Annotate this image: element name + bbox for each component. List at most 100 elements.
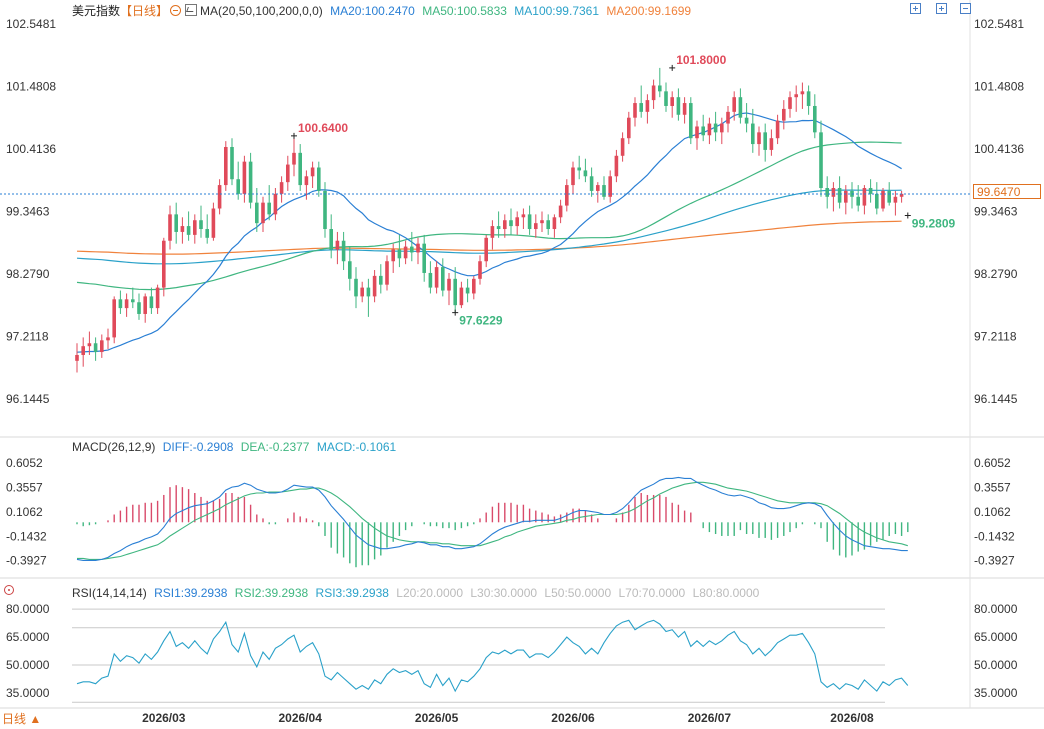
rsi-y-tick-left: 65.0000 [6, 630, 50, 644]
candle-body [757, 132, 761, 145]
candle-body [881, 190, 885, 209]
macd-header: MACD(26,12,9) DIFF:-0.2908 DEA:-0.2377 M… [72, 439, 400, 455]
candle-body [639, 103, 643, 112]
expand-icon[interactable] [910, 3, 921, 14]
annotation-label: 99.2809 [912, 216, 956, 230]
macd-params: MACD(26,12,9) [72, 440, 156, 454]
candle-body [676, 97, 681, 115]
candle-body [552, 217, 557, 230]
ma100-line [76, 189, 902, 265]
candle-body [87, 343, 92, 347]
indicator-icon[interactable] [185, 4, 198, 16]
candle-body [267, 202, 271, 215]
zoom-out-icon[interactable] [960, 3, 971, 14]
x-tick-label: 2026/06 [551, 711, 595, 725]
candle-body [106, 337, 110, 341]
candle-body [744, 117, 749, 124]
candle-body [335, 240, 340, 250]
y-tick-right: 99.3463 [974, 205, 1018, 219]
candle-body [81, 346, 85, 355]
candle-body [155, 287, 160, 309]
candle-body [589, 176, 594, 191]
candle-body [447, 278, 451, 291]
candle-body [571, 167, 575, 186]
annotation-label: 97.6229 [459, 314, 503, 328]
settings-icon[interactable] [4, 585, 14, 595]
candle-body [478, 261, 482, 279]
candle-body [558, 205, 563, 218]
l80-value: L80:80.0000 [692, 586, 760, 600]
candle-body [844, 190, 848, 203]
rsi-y-tick-left: 80.0000 [6, 602, 50, 616]
rsi2-value: RSI2:39.2938 [234, 586, 309, 600]
y-tick-left: 101.4808 [6, 80, 56, 94]
macd-y-tick-left: -0.1432 [6, 529, 47, 543]
candle-body [224, 146, 228, 186]
rsi-y-tick-right: 80.0000 [974, 602, 1018, 616]
candle-body [273, 193, 278, 215]
diff-value: DIFF:-0.2908 [162, 440, 234, 454]
candle-body [794, 94, 798, 98]
candle-body [143, 296, 147, 314]
y-tick-left: 100.4136 [6, 142, 56, 156]
candle-body [341, 240, 346, 262]
candle-body [323, 190, 327, 230]
candle-body [379, 275, 383, 285]
dea-value: DEA:-0.2377 [240, 440, 310, 454]
candle-body [100, 340, 104, 353]
rsi-y-tick-right: 50.0000 [974, 658, 1018, 672]
candle-body [403, 246, 408, 259]
macd-y-tick-right: 0.6052 [974, 456, 1011, 470]
candle-body [875, 193, 879, 209]
zoom-in-icon[interactable] [936, 3, 947, 14]
candle-body [459, 287, 464, 306]
candle-body [788, 97, 792, 109]
y-tick-left: 102.5481 [6, 17, 56, 31]
candle-body [465, 287, 470, 294]
candle-body [441, 267, 445, 291]
candle-body [670, 97, 674, 106]
candle-body [416, 243, 420, 253]
candle-body [329, 229, 333, 250]
candle-body [149, 296, 154, 309]
candle-body [397, 249, 402, 259]
y-tick-left: 97.2118 [6, 330, 49, 344]
y-tick-right: 100.4136 [974, 142, 1024, 156]
candle-body [645, 100, 650, 112]
candle-body [596, 185, 600, 191]
candle-body [490, 226, 495, 238]
candle-body [540, 220, 544, 224]
candle-body [193, 220, 197, 235]
candle-body [775, 120, 780, 139]
candle-body [763, 132, 767, 150]
ma200-value: MA200:99.1699 [606, 4, 692, 18]
candle-body [602, 185, 606, 197]
candle-body [738, 97, 743, 118]
candle-body [137, 302, 141, 314]
candle-body [180, 226, 185, 232]
candle-body [496, 226, 501, 230]
candle-body [261, 202, 265, 224]
candle-body [354, 278, 358, 297]
lock-icon[interactable] [170, 5, 182, 16]
candle-body [732, 97, 736, 112]
candle-body [583, 170, 588, 177]
candle-body [428, 272, 433, 288]
candle-body [868, 188, 873, 194]
l70-value: L70:70.0000 [618, 586, 686, 600]
candle-body [862, 188, 867, 206]
annotation-label: 100.6400 [298, 121, 348, 135]
candle-body [856, 196, 860, 206]
l20-value: L20:20.0000 [396, 586, 463, 600]
candle-body [372, 275, 377, 297]
candle-body [565, 185, 569, 206]
candle-body [385, 261, 389, 285]
ma50-line [76, 141, 902, 291]
y-tick-left: 98.2790 [6, 267, 50, 281]
candle-body [651, 85, 656, 101]
candle-body [819, 132, 823, 189]
period-button[interactable]: 日线 ▲ [2, 712, 42, 726]
y-tick-left: 99.3463 [6, 205, 50, 219]
candle-body [118, 299, 123, 309]
candle-body [199, 220, 203, 230]
